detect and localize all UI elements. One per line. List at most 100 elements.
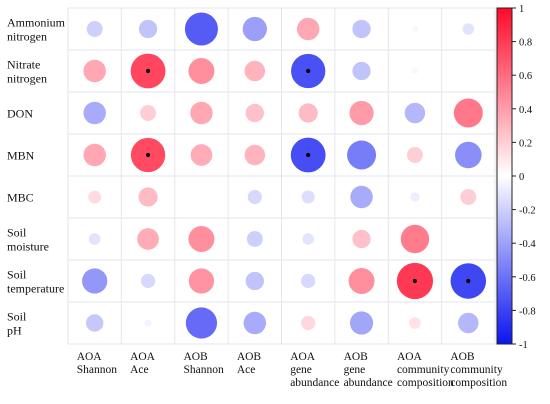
correlation-bubble — [184, 12, 218, 46]
bubble-layer — [82, 12, 487, 339]
correlation-bubble — [245, 271, 264, 291]
correlation-bubble — [244, 144, 266, 166]
colorbar-tick-label: 0.2 — [519, 138, 532, 149]
correlation-bubble — [349, 100, 374, 126]
column-label: Ace — [237, 364, 256, 376]
significance-marker — [145, 152, 151, 158]
column-label: abundance — [344, 377, 393, 389]
row-label: Ammonium — [7, 16, 66, 30]
correlation-bubble — [301, 190, 315, 204]
correlation-bubble — [85, 314, 104, 332]
correlation-bubble — [301, 273, 316, 289]
column-label: Ace — [130, 364, 149, 376]
row-label: Soil — [7, 310, 27, 324]
colorbar-tick-label: -0.4 — [519, 239, 536, 250]
correlation-bubble — [83, 59, 106, 83]
correlation-bubble — [460, 189, 477, 205]
column-label: AOA — [290, 351, 316, 363]
correlation-bubble — [406, 147, 423, 163]
row-label: Soil — [7, 268, 27, 282]
colorbar: 1 0.8 0.6 0.4 0.2 0 -0.2 -0.4 -0.6 -0.8 -1 — [496, 4, 536, 351]
colorbar-tick-label: -0.6 — [519, 273, 536, 284]
column-label: community — [397, 364, 450, 376]
column-label: gene — [344, 364, 366, 376]
correlation-bubble — [200, 195, 203, 199]
correlation-bubble — [412, 26, 418, 32]
column-labels: AOAShannonAOAAceAOBShannonAOBAceAOAgenea… — [77, 351, 508, 389]
correlation-bubble — [188, 58, 215, 84]
correlation-bubble — [348, 268, 375, 294]
correlation-bubble — [83, 101, 106, 125]
row-label: pH — [7, 324, 22, 338]
correlation-bubble — [140, 105, 157, 121]
correlation-bubble — [86, 21, 103, 37]
colorbar-tick-label: 0.8 — [519, 38, 532, 49]
column-label: community — [450, 364, 503, 376]
correlation-bubble — [138, 19, 158, 39]
correlation-bubble — [458, 312, 479, 334]
colorbar-tick-label: 0.6 — [519, 71, 532, 82]
row-label: nitrogen — [7, 30, 47, 44]
colorbar-gradient — [496, 7, 513, 345]
colorbar-tick-label: 0.4 — [519, 105, 533, 116]
correlation-bubble — [88, 233, 101, 245]
significance-marker — [145, 68, 151, 74]
column-label: Shannon — [77, 364, 118, 376]
correlation-bubble — [82, 268, 108, 294]
correlation-bubble — [188, 226, 215, 252]
row-label: Nitrate — [7, 58, 40, 72]
column-label: AOB — [344, 351, 369, 363]
correlation-bubble — [185, 307, 218, 339]
correlation-bubble — [462, 23, 475, 35]
correlation-bubble — [302, 233, 314, 245]
correlation-bubble — [88, 190, 102, 204]
colorbar-tick-label: -0.8 — [519, 306, 536, 317]
correlation-bubble — [296, 17, 320, 41]
correlation-bubble — [347, 140, 377, 170]
correlation-bubble — [467, 69, 470, 73]
correlation-bubble — [352, 229, 371, 249]
row-label: MBN — [7, 149, 35, 163]
significance-marker — [306, 152, 311, 158]
chart-grid — [67, 7, 496, 345]
significance-marker — [306, 68, 311, 74]
correlation-bubble — [301, 315, 316, 331]
column-label: AOB — [237, 351, 262, 363]
colorbar-tick-label: -1 — [519, 340, 528, 351]
correlation-bubble — [352, 19, 371, 39]
row-label: temperature — [7, 282, 64, 296]
correlation-bubble — [453, 98, 483, 128]
column-label: AOB — [450, 351, 475, 363]
grid-frame — [67, 7, 496, 345]
correlation-bubble — [243, 311, 267, 335]
correlation-bubble — [412, 68, 418, 74]
column-label: composition — [450, 377, 507, 389]
correlation-bubble — [298, 103, 318, 123]
column-label: abundance — [290, 377, 339, 389]
column-label: Shannon — [183, 364, 224, 376]
correlation-bubble — [140, 273, 156, 289]
column-label: gene — [290, 364, 312, 376]
correlation-bubble — [190, 101, 213, 125]
correlation-bubble — [404, 102, 426, 124]
correlation-bubble — [188, 268, 215, 294]
correlation-bubble — [352, 61, 371, 81]
row-label: moisture — [7, 240, 49, 254]
column-label: AOA — [130, 351, 156, 363]
colorbar-tick-label: 1 — [519, 4, 524, 15]
correlation-bubble — [410, 192, 420, 202]
correlation-bubble — [467, 237, 470, 241]
correlation-bubble — [242, 16, 267, 42]
correlation-bubble — [350, 185, 373, 209]
row-label: nitrogen — [7, 72, 47, 86]
column-label: composition — [397, 377, 454, 389]
correlation-bubble — [400, 224, 430, 254]
correlation-bubble — [246, 231, 263, 247]
significance-marker — [412, 278, 418, 284]
correlation-bubble — [455, 141, 482, 169]
row-label: MBC — [7, 191, 34, 205]
correlation-bubble — [137, 228, 159, 250]
correlation-bubble — [349, 311, 374, 335]
row-label: DON — [7, 107, 33, 121]
